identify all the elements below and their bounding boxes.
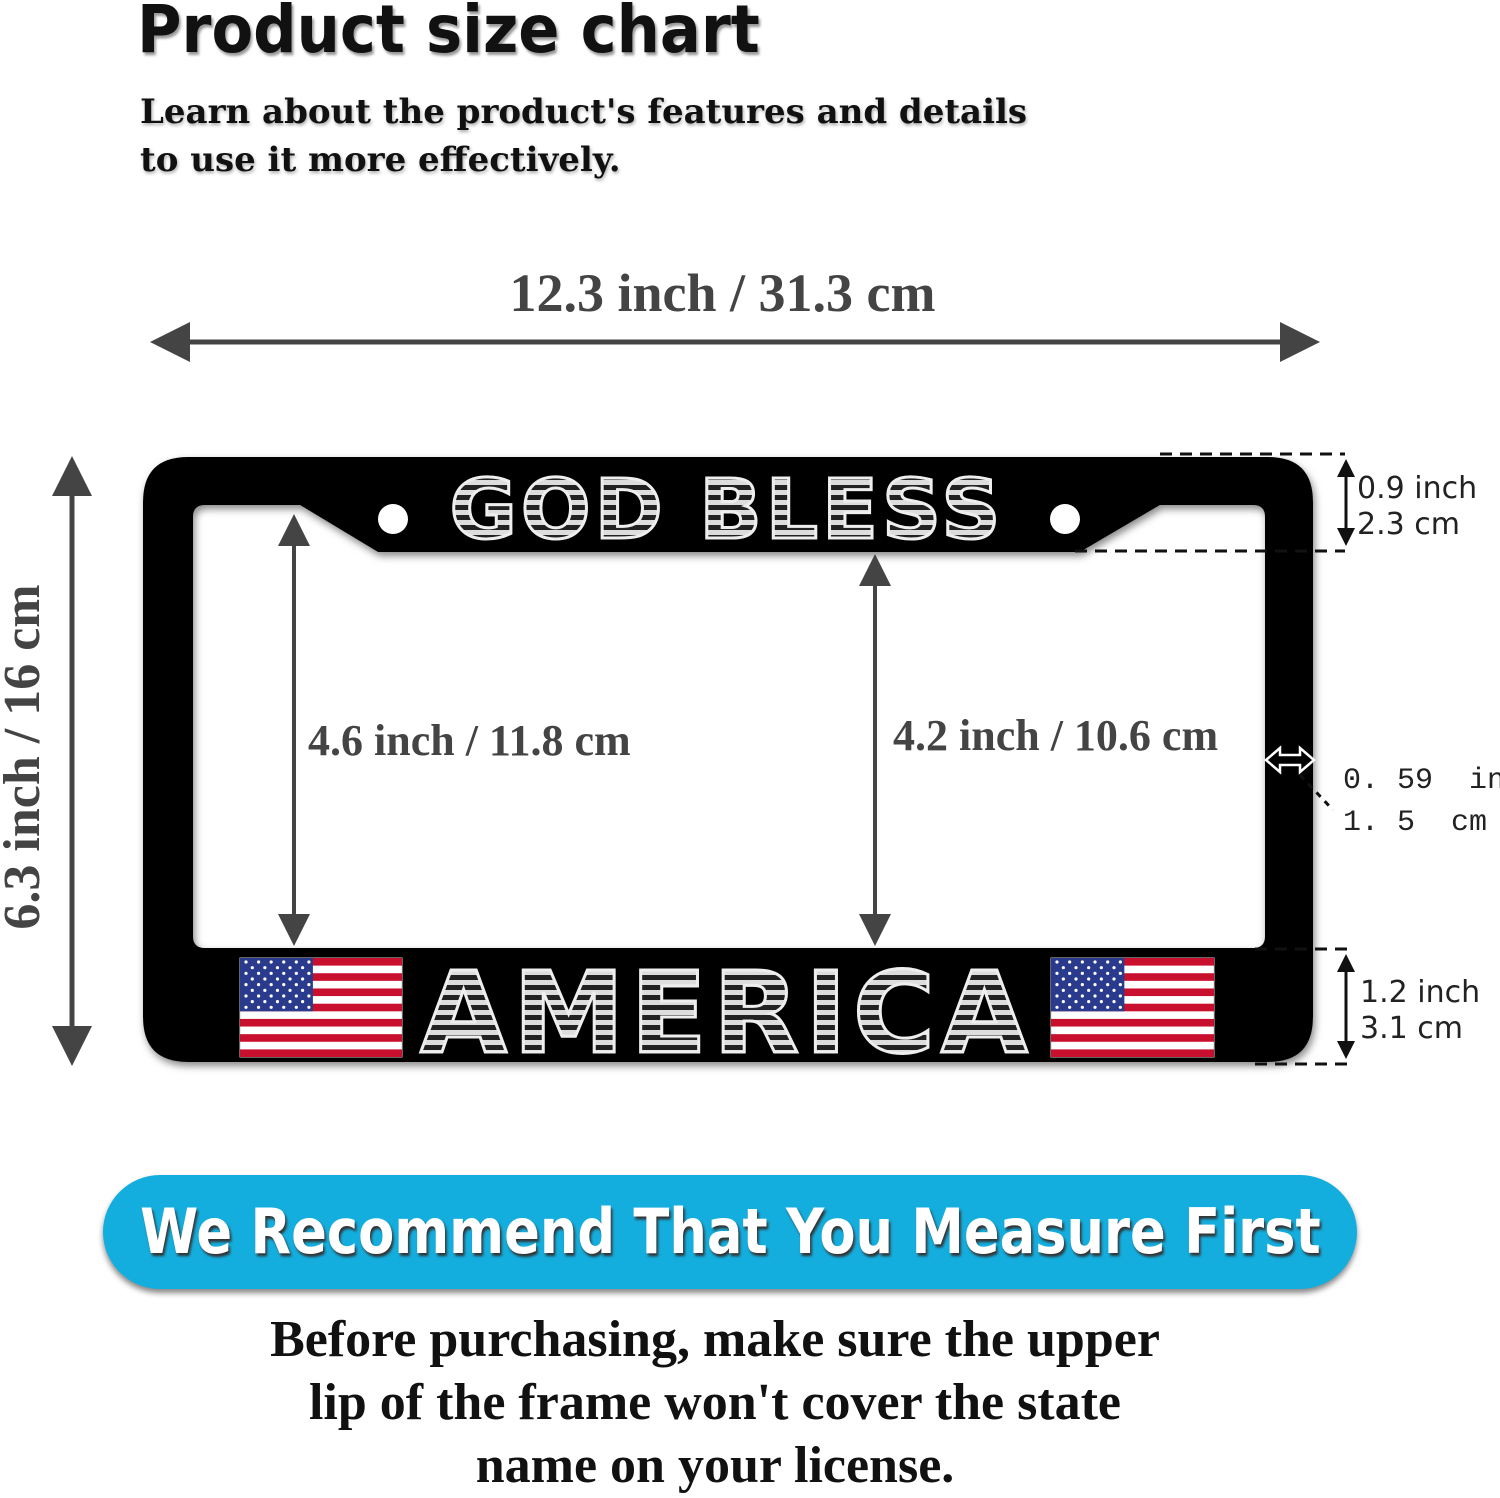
bottom-border-cm: 3.1 cm — [1360, 1011, 1463, 1046]
banner-text: We Recommend That You Measure First — [139, 1195, 1321, 1268]
advice-text: Before purchasing, make sure the upper l… — [0, 1308, 1430, 1497]
mounting-hole — [378, 504, 408, 534]
top-border-inch: 0.9 inch — [1357, 471, 1478, 506]
side-border-arrow-icon — [1264, 745, 1316, 775]
subtitle: Learn about the product's features and d… — [140, 88, 1027, 184]
measure-first-banner: We Recommend That You Measure First — [103, 1175, 1357, 1289]
us-flag-icon — [1050, 957, 1215, 1058]
advice-line: Before purchasing, make sure the upper — [270, 1311, 1160, 1368]
overall-width-label: 12.3 inch / 31.3 cm — [509, 263, 936, 323]
advice-line: lip of the frame won't cover the state — [308, 1374, 1122, 1431]
bottom-border-inch: 1.2 inch — [1360, 975, 1481, 1010]
overall-height-label: 6.3 inch / 16 cm — [0, 584, 51, 930]
top-border-cm: 2.3 cm — [1357, 507, 1460, 542]
frame-bottom-text: AMERICA — [420, 949, 1033, 1079]
side-border-label: 0. 59 inch 1. 5 cm — [1343, 760, 1500, 844]
bottom-border-label: 1.2 inch 3.1 cm — [1360, 975, 1480, 1047]
us-flag-icon — [239, 957, 403, 1058]
dimension-guides — [1075, 452, 1350, 1066]
side-border-cm: 1. 5 cm — [1343, 806, 1488, 840]
subtitle-line: Learn about the product's features and d… — [140, 92, 1028, 132]
inner-right-height-label: 4.2 inch / 10.6 cm — [893, 711, 1219, 760]
page-title: Product size chart — [137, 0, 760, 68]
advice-line: name on your license. — [475, 1437, 955, 1494]
side-border-inch: 0. 59 inch — [1343, 764, 1500, 798]
top-border-label: 0.9 inch 2.3 cm — [1357, 471, 1477, 543]
inner-left-height-label: 4.6 inch / 11.8 cm — [308, 716, 631, 765]
subtitle-line: to use it more effectively. — [140, 140, 621, 180]
mounting-hole — [1050, 504, 1080, 534]
frame-top-text: GOD BLESS — [450, 463, 1005, 558]
